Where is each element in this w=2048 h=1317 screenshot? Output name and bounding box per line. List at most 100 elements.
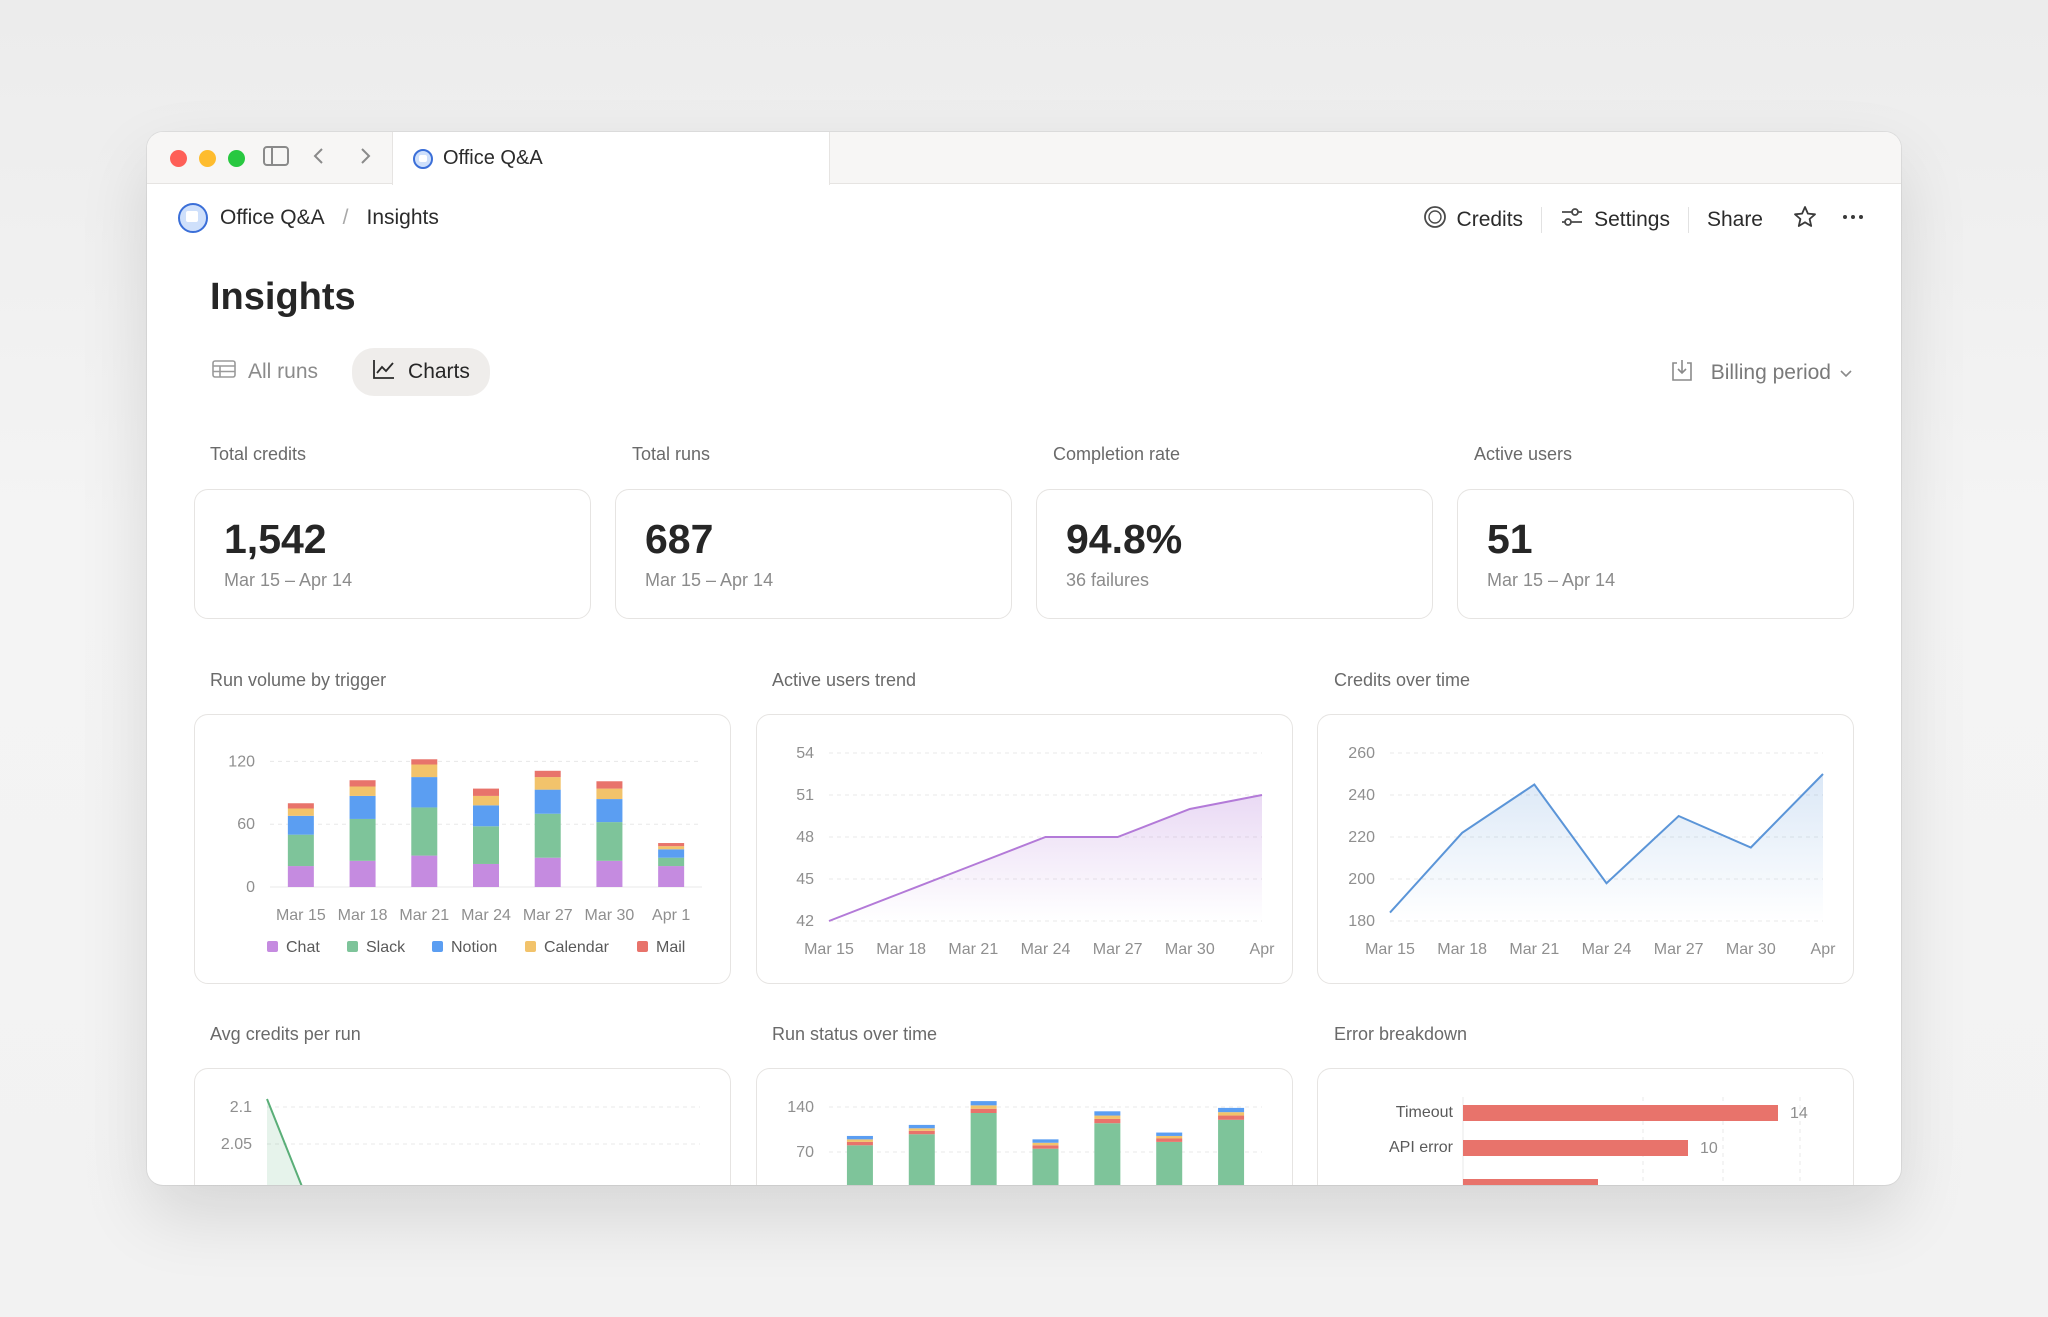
x-tick-label: Mar 21 — [1509, 941, 1559, 958]
bar-segment — [473, 863, 499, 887]
chart-card-active-users-trend: 42 45 48 51 54 Mar 15 Mar 18 Mar 21 Mar 24 Mar 27… — [756, 714, 1293, 984]
bar-segment — [1156, 1138, 1183, 1142]
chart-card-error-breakdown: Timeout 14 API error 10 — [1317, 1068, 1854, 1185]
bar-segment — [846, 1145, 873, 1185]
maximize-window-button[interactable] — [228, 150, 245, 167]
legend-swatch — [432, 941, 443, 952]
stat-card-completion-rate: 94.8% 36 failures — [1036, 489, 1433, 619]
favorite-button[interactable] — [1781, 201, 1829, 239]
settings-button[interactable]: Settings — [1542, 202, 1688, 238]
x-tick-label: Mar 30 — [1726, 941, 1776, 958]
y-tick-label: 42 — [796, 913, 814, 930]
chevron-down-icon — [1839, 361, 1853, 385]
breadcrumb-app[interactable]: Office Q&A — [220, 206, 325, 229]
stat-label-total-runs: Total runs — [632, 444, 711, 464]
nav-actions: Credits Settings Share — [1405, 201, 1869, 239]
sidebar-toggle-icon[interactable] — [263, 145, 289, 173]
tab-charts[interactable]: Charts — [352, 348, 490, 396]
line-chart-icon — [372, 358, 396, 386]
bar-segment — [534, 857, 561, 887]
stat-value: 51 — [1487, 516, 1533, 562]
x-tick-label: Mar 24 — [461, 907, 511, 924]
page-title: Insights — [210, 276, 356, 318]
forward-arrow-icon[interactable] — [358, 145, 372, 173]
back-arrow-icon[interactable] — [312, 145, 326, 173]
x-tick-label: Mar 21 — [399, 907, 449, 924]
bar-segment — [596, 860, 623, 887]
y-category-label: API error — [1389, 1139, 1454, 1156]
bar-segment — [1094, 1115, 1121, 1119]
bar-segment — [287, 808, 314, 816]
bar-segment — [596, 788, 623, 800]
star-icon — [1793, 205, 1817, 235]
bar-segment — [1218, 1119, 1245, 1185]
bar-segment — [596, 799, 623, 823]
x-tick-label: Apr — [1250, 941, 1276, 958]
app-window: Office Q&A Office Q&A / Insights Credits… — [147, 132, 1901, 1185]
y-tick-label: 260 — [1348, 745, 1375, 762]
avg-credits-chart: 2.05 2.1 — [221, 1098, 700, 1185]
bar-segment — [908, 1128, 935, 1131]
bar-segment — [596, 822, 623, 861]
bar-segment — [411, 764, 438, 778]
credits-button[interactable]: Credits — [1405, 201, 1542, 239]
close-window-button[interactable] — [170, 150, 187, 167]
share-button[interactable]: Share — [1689, 204, 1781, 236]
bar-segment — [1156, 1132, 1183, 1136]
bar-value-label: 10 — [1700, 1140, 1718, 1157]
x-tick-label: Mar 30 — [1165, 941, 1215, 958]
legend-label: Mail — [656, 939, 685, 956]
more-options-button[interactable] — [1829, 201, 1869, 239]
bar-segment — [534, 777, 561, 790]
stat-card-total-runs: 687 Mar 15 – Apr 14 — [615, 489, 1012, 619]
tab-title: Office Q&A — [443, 147, 543, 169]
x-tick-label: Mar 27 — [1093, 941, 1143, 958]
credits-label: Credits — [1456, 208, 1524, 231]
stat-subtext: Mar 15 – Apr 14 — [645, 570, 774, 590]
stat-subtext: Mar 15 – Apr 14 — [1487, 570, 1616, 590]
more-dots-icon — [1841, 205, 1865, 235]
x-tick-label: Mar 15 — [804, 941, 854, 958]
x-tick-label: Mar 15 — [1365, 941, 1415, 958]
bar-segment — [970, 1105, 997, 1109]
breadcrumb-page[interactable]: Insights — [366, 206, 439, 229]
x-tick-label: Mar 18 — [876, 941, 926, 958]
share-label: Share — [1706, 208, 1763, 231]
bar-segment — [908, 1134, 935, 1185]
chart-card-credits-over-time: 180 200 220 240 260 Mar 15 Mar 18 Mar 21 Mar 24 M… — [1317, 714, 1854, 984]
tab-all-runs[interactable]: All runs — [210, 348, 338, 396]
bar-segment — [846, 1135, 873, 1140]
bar-segment — [411, 759, 438, 765]
chart-card-run-status: 70 140 — [756, 1068, 1293, 1185]
area-fill — [829, 795, 1262, 921]
y-tick-label: 2.1 — [230, 1099, 252, 1116]
settings-label: Settings — [1594, 208, 1670, 231]
legend-swatch — [525, 941, 536, 952]
bar-segment — [908, 1124, 935, 1129]
minimize-window-button[interactable] — [199, 150, 216, 167]
table-icon — [212, 359, 236, 385]
y-category-label: Timeout — [1396, 1104, 1454, 1121]
view-tabs: All runs Charts — [210, 348, 490, 396]
download-icon[interactable] — [1671, 358, 1693, 388]
browser-tab[interactable]: Office Q&A — [392, 132, 830, 185]
bar-segment — [1032, 1142, 1059, 1146]
legend-label: Notion — [451, 939, 497, 956]
x-tick-label: Mar 27 — [1654, 941, 1704, 958]
chart-title-run-volume: Run volume by trigger — [210, 670, 387, 690]
x-tick-label: Mar 24 — [1582, 941, 1632, 958]
y-tick-label: 45 — [796, 871, 814, 888]
y-tick-label: 200 — [1348, 871, 1375, 888]
x-tick-label: Mar 27 — [523, 907, 573, 924]
bar-segment — [1032, 1148, 1059, 1185]
bar-segment — [411, 807, 438, 856]
bar-segment — [1094, 1118, 1121, 1124]
legend-swatch — [347, 941, 358, 952]
billing-period-dropdown[interactable]: Billing period — [1671, 358, 1853, 388]
bar-segment — [846, 1141, 873, 1146]
legend-label: Calendar — [544, 939, 610, 956]
bar-segment — [846, 1139, 873, 1142]
bar-segment — [1156, 1135, 1183, 1139]
stat-value: 94.8% — [1066, 516, 1183, 562]
stat-subtext: Mar 15 – Apr 14 — [224, 570, 353, 590]
